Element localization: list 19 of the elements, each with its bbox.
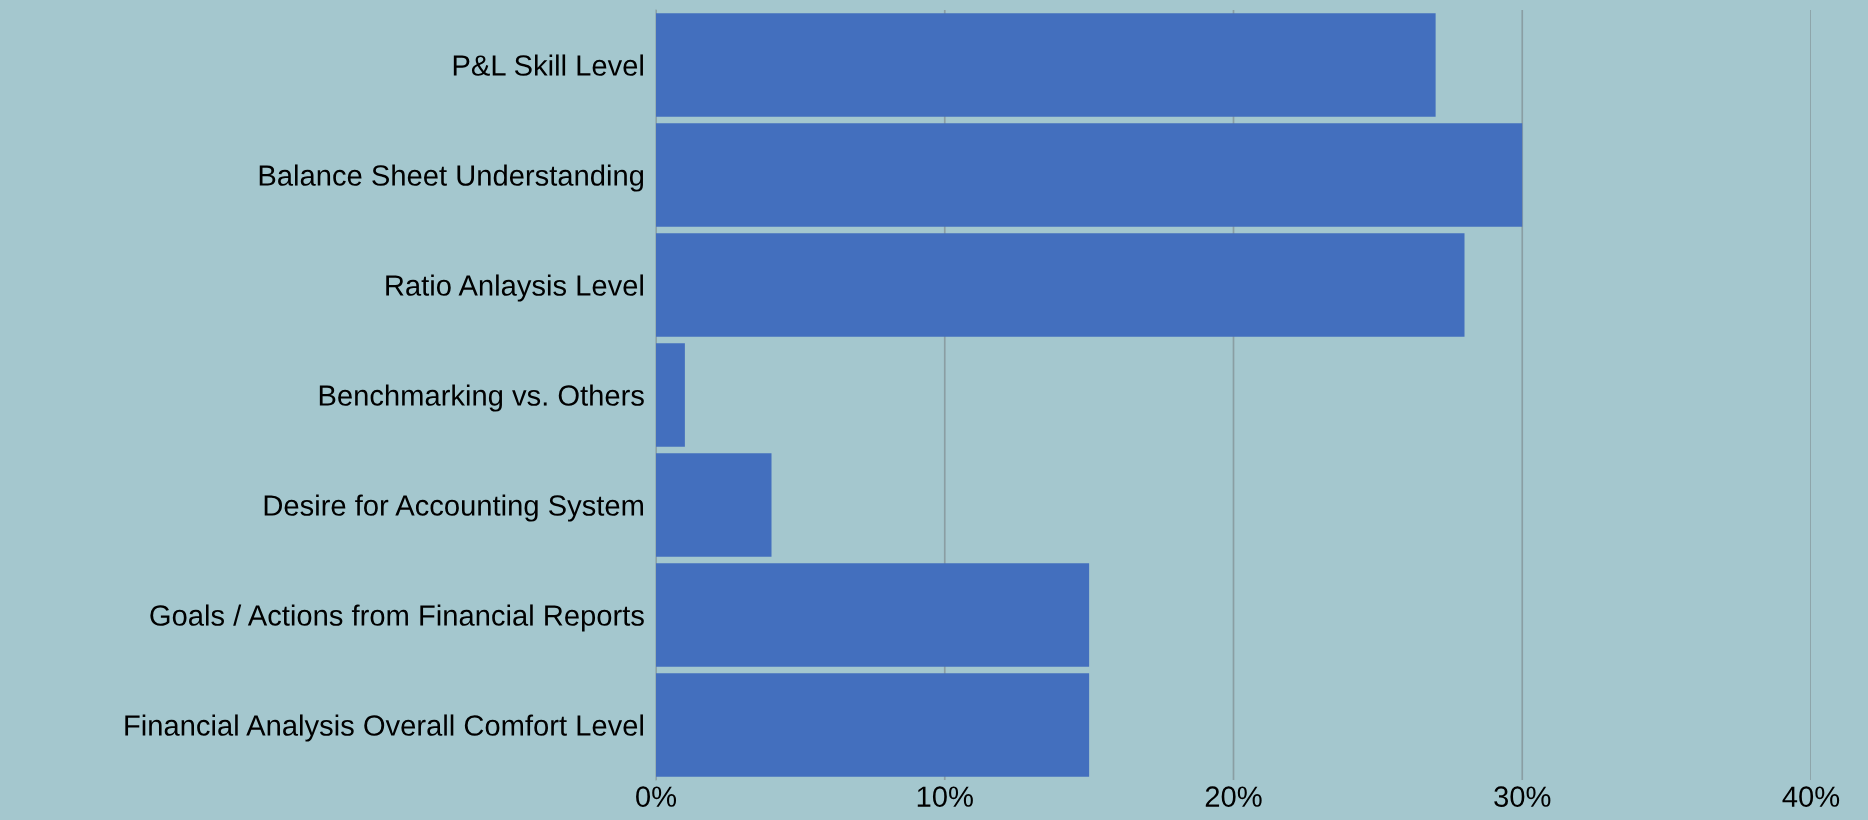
bar	[656, 343, 685, 447]
y-tick-label: Goals / Actions from Financial Reports	[150, 604, 644, 632]
y-tick-label: Financial Analysis Overall Comfort Level	[125, 714, 643, 742]
y-tick-label: P&L Skill Level	[453, 54, 643, 76]
y-tick-label: Benchmarking vs. Others	[319, 384, 644, 412]
x-tick-label: 0%	[636, 786, 677, 807]
x-tick-label: 20%	[1205, 786, 1262, 807]
x-tick-label: 40%	[1782, 786, 1840, 807]
bar	[656, 453, 772, 557]
x-tick-label: 10%	[917, 786, 973, 807]
bar	[656, 13, 1436, 117]
bar	[656, 563, 1090, 667]
bar	[656, 673, 1090, 777]
bar	[656, 233, 1465, 337]
y-tick-label: Balance Sheet Understanding	[259, 164, 644, 192]
x-tick-label: 30%	[1494, 786, 1551, 807]
bar	[656, 123, 1523, 227]
y-tick-label: Desire for Accounting System	[264, 494, 643, 522]
y-tick-label: Ratio Anlaysis Level	[386, 274, 643, 302]
